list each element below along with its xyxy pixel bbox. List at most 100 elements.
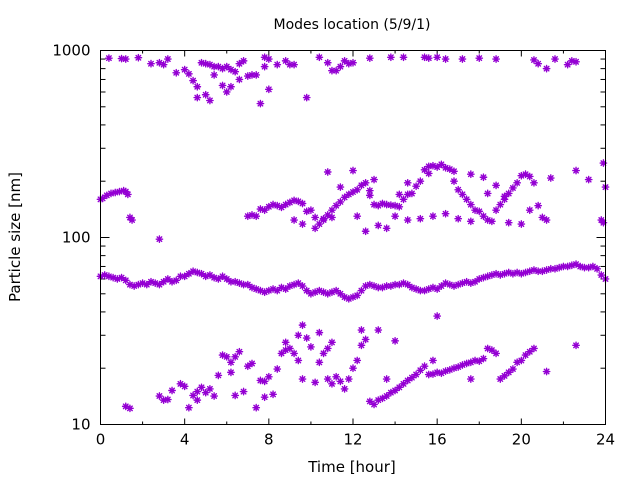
data-point [500,269,509,278]
data-point [231,391,240,400]
data-point [374,201,383,210]
data-point [365,54,374,63]
data-point [403,190,412,199]
data-point [412,182,421,191]
data-point [285,198,294,207]
data-point [107,189,115,198]
data-point [260,393,269,402]
data-point [319,216,328,224]
data-point [222,275,231,283]
data-point [302,207,311,216]
data-point [128,216,136,224]
data-point [197,383,206,392]
data-point [134,53,143,62]
data-point [290,216,298,224]
data-point [239,387,248,396]
data-point [298,282,307,290]
data-point [454,280,463,289]
data-point [201,388,210,397]
data-point [113,275,122,283]
data-point [260,288,269,297]
data-point [298,321,307,330]
data-point [121,276,130,285]
data-point [340,56,349,65]
data-point [227,65,235,74]
data-point [370,282,378,290]
data-point [201,90,210,99]
data-point [319,349,328,358]
data-point [408,373,416,382]
data-point [462,195,471,204]
data-point [311,288,320,297]
plot-frame [100,50,606,425]
data-point [525,347,534,356]
data-point [386,388,395,397]
data-point [193,387,202,396]
data-point [500,371,509,380]
data-point [222,352,231,361]
data-point [420,165,429,174]
data-point [353,185,362,194]
data-point [357,181,366,190]
data-point [349,364,357,373]
data-point [281,338,290,347]
data-point [513,358,522,367]
data-point [227,358,235,367]
data-point [248,211,256,219]
data-point [563,60,572,69]
data-point [399,53,408,62]
data-point [105,272,113,281]
data-point [416,214,425,223]
data-point [551,55,559,63]
data-point [264,85,273,94]
data-point [386,53,395,62]
data-point [471,277,479,286]
data-point [492,206,500,215]
data-point [496,375,505,383]
data-point [382,375,391,383]
data-point [391,386,399,395]
data-point [429,161,437,170]
data-point [399,379,408,388]
data-point [462,277,471,286]
data-point [517,171,526,180]
data-point [374,326,383,334]
data-point [285,60,294,69]
data-point [412,285,421,293]
data-point [403,280,412,289]
data-point [454,185,463,194]
data-point [353,356,362,365]
data-point [332,286,341,295]
data-point [441,55,450,63]
data-point [163,55,172,63]
x-tick-label: 8 [264,431,274,449]
data-point [302,286,311,295]
data-point [424,370,433,379]
data-point [155,58,164,67]
data-point [172,276,181,285]
data-point [492,269,500,278]
data-point [521,351,530,360]
data-point [256,99,265,108]
data-point [584,263,593,272]
data-point [206,385,214,393]
data-point [328,288,336,297]
data-point [492,55,500,63]
data-point [525,267,534,276]
data-point [248,283,256,292]
data-point [588,262,597,271]
data-point [260,53,269,62]
data-point [353,212,362,221]
data-point [252,71,261,79]
data-point [563,262,572,271]
data-point [357,341,366,350]
x-axis-label: Time [hour] [307,458,396,476]
data-point [269,285,277,293]
data-point [599,218,608,227]
data-point [479,354,488,363]
data-point [336,62,345,71]
data-point [559,262,568,271]
data-point [235,347,244,356]
data-point [445,165,454,174]
data-point [450,167,458,176]
